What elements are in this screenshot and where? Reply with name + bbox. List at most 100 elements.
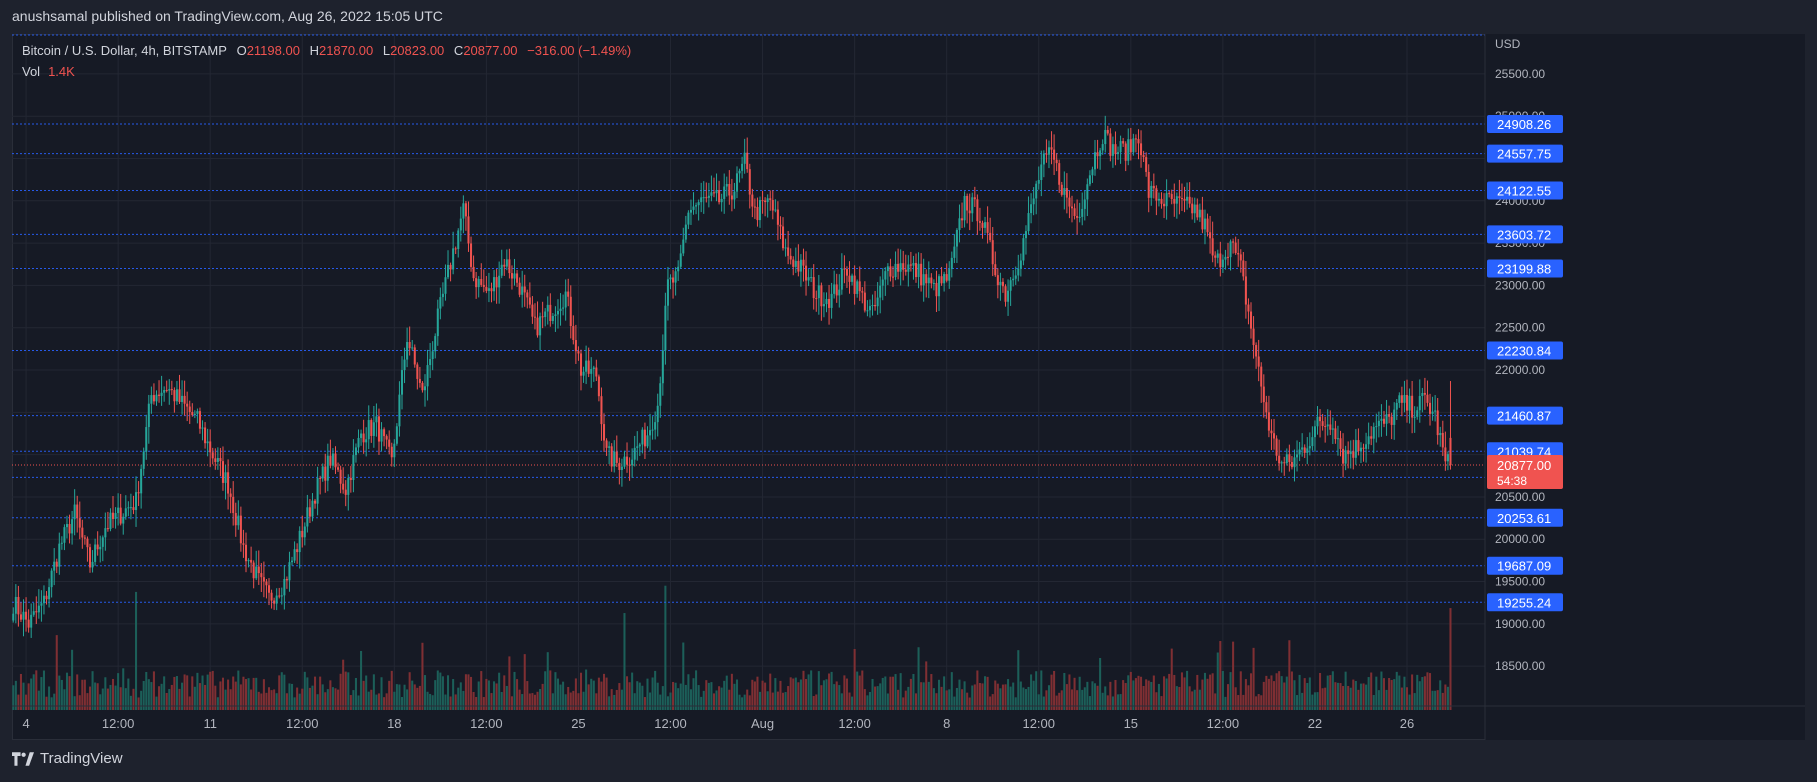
- close-number: 20877.00: [463, 43, 518, 58]
- volume-bar: [229, 689, 232, 710]
- volume-bar: [638, 682, 641, 710]
- volume-bar: [666, 696, 669, 710]
- volume-bar: [1339, 683, 1342, 710]
- candle-body: [78, 518, 81, 528]
- volume-bar: [544, 671, 547, 710]
- volume-bar: [1283, 682, 1286, 710]
- candle-body: [1078, 216, 1081, 218]
- candle-body: [1058, 163, 1061, 185]
- x-tick-label: 25: [571, 716, 585, 731]
- candle-body: [807, 277, 810, 281]
- candle-body: [408, 342, 411, 349]
- volume-bar: [119, 687, 122, 710]
- volume-bar: [564, 694, 567, 710]
- volume-bar: [1408, 694, 1411, 710]
- volume-bar: [1099, 657, 1102, 710]
- top-bar: anushsamal published on TradingView.com,…: [0, 0, 1817, 34]
- candle-body: [1275, 438, 1278, 456]
- volume-bar: [556, 678, 560, 710]
- level-badge: [1487, 225, 1563, 244]
- candle-body: [1439, 432, 1442, 436]
- candle-body: [1073, 208, 1076, 216]
- candle-body: [147, 403, 150, 428]
- volume-bar: [853, 649, 856, 710]
- candle-body: [751, 194, 754, 207]
- volume-bar: [1147, 680, 1150, 710]
- candle-body: [96, 544, 99, 550]
- candle-body: [1068, 197, 1071, 207]
- volume-bar: [559, 684, 562, 710]
- volume-bar: [1053, 670, 1056, 710]
- volume-bar: [446, 675, 450, 710]
- volume-bar: [37, 690, 40, 710]
- volume-bar: [370, 689, 373, 710]
- candle-body: [1155, 188, 1158, 201]
- candle-body: [444, 277, 447, 294]
- x-tick-label: 22: [1308, 716, 1322, 731]
- candle-body: [523, 286, 526, 293]
- volume-bar: [935, 693, 938, 710]
- candle-body: [1405, 395, 1409, 411]
- price-chart[interactable]: USD 18500.00 19000.00 19500.00 20000.00 20500…: [12, 34, 1805, 740]
- candle-body: [1331, 428, 1334, 430]
- candle-body: [1193, 204, 1196, 214]
- volume-bar: [812, 696, 815, 710]
- volume-bar: [178, 688, 181, 710]
- candle-body: [884, 271, 887, 280]
- volume-bar: [1347, 685, 1350, 710]
- volume-bar: [631, 672, 634, 710]
- candle-body: [930, 277, 933, 284]
- volume-bar: [909, 678, 912, 710]
- candle-body: [1030, 204, 1033, 214]
- candle-body: [1045, 153, 1048, 155]
- volume-bar: [83, 679, 86, 710]
- candle-body: [1301, 447, 1304, 450]
- candle-body: [1257, 356, 1260, 367]
- volume-bar: [434, 680, 437, 710]
- volume-bar: [395, 684, 398, 710]
- candle-body: [30, 614, 33, 628]
- volume-bar: [1050, 674, 1053, 710]
- candle-body: [104, 528, 107, 538]
- volume-bar: [1058, 692, 1061, 710]
- volume-bar: [751, 679, 754, 710]
- candle-body: [81, 527, 84, 538]
- candle-body: [794, 260, 797, 267]
- brand-name: TradingView: [40, 750, 123, 767]
- volume-bar: [267, 687, 271, 710]
- volume-bar: [618, 683, 621, 710]
- candle-body: [638, 444, 641, 447]
- candle-body: [503, 264, 506, 267]
- candle-body: [362, 433, 365, 443]
- level-badge-label: 23603.72: [1497, 227, 1551, 242]
- candle-body: [741, 163, 744, 171]
- candle-body: [229, 493, 232, 497]
- candle-body: [470, 243, 473, 267]
- volume-bar: [1093, 683, 1097, 710]
- candle-body: [1249, 311, 1253, 329]
- candle-body: [1280, 462, 1283, 464]
- level-badge-label: 24908.26: [1497, 117, 1551, 132]
- candle-body: [912, 263, 915, 266]
- candle-body: [1150, 185, 1153, 198]
- volume-bar: [1313, 692, 1316, 710]
- candle-body: [789, 255, 792, 260]
- volume-bar: [805, 679, 808, 710]
- volume-bar: [247, 678, 250, 710]
- candle-body: [1129, 139, 1132, 153]
- candle-body: [301, 530, 304, 538]
- candle-body: [574, 340, 577, 352]
- volume-bar: [1375, 676, 1378, 710]
- candle-body: [142, 451, 145, 469]
- candle-body: [452, 248, 455, 270]
- volume-bar: [1163, 676, 1166, 710]
- candle-body: [329, 455, 332, 466]
- candle-body: [283, 578, 286, 596]
- volume-bar: [1096, 685, 1099, 710]
- level-badge-label: 19687.09: [1497, 559, 1551, 574]
- footer-brand[interactable]: TradingView: [12, 750, 123, 767]
- candle-body: [756, 206, 759, 221]
- candle-body: [487, 288, 490, 291]
- low-label: L: [382, 43, 391, 58]
- volume-bar: [1388, 678, 1391, 710]
